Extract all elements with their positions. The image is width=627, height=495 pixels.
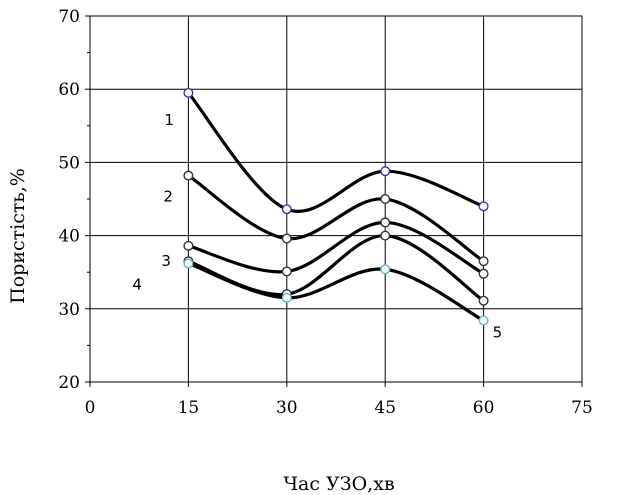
curve-label: 2 — [163, 188, 173, 206]
y-tick-label: 50 — [58, 153, 80, 173]
data-point-series-1 — [183, 87, 194, 98]
series-line-1 — [186, 91, 486, 213]
y-tick-label: 30 — [58, 300, 80, 320]
data-point-series-2 — [281, 233, 292, 244]
data-point-series-1 — [380, 166, 391, 177]
data-point-series-3 — [183, 240, 194, 251]
curve-label: 1 — [164, 111, 174, 129]
y-tick-label: 60 — [58, 80, 80, 100]
data-point-series-5 — [380, 264, 391, 275]
data-point-series-3 — [478, 268, 489, 279]
y-tick-label: 70 — [58, 7, 80, 27]
x-tick-label: 30 — [276, 398, 298, 418]
y-tick-label: 40 — [58, 227, 80, 247]
curve-label: 4 — [132, 275, 142, 293]
series-line-5 — [186, 261, 486, 323]
data-point-series-4 — [380, 230, 391, 241]
y-axis-title: Пористість,% — [7, 168, 29, 304]
data-point-series-2 — [478, 256, 489, 267]
labels: 1 2 3 4 5 — [132, 111, 502, 342]
x-axis-title: Час УЗО,хв — [283, 473, 394, 495]
curve-label: 5 — [493, 324, 503, 342]
data-point-series-5 — [183, 258, 194, 269]
data-point-series-2 — [183, 170, 194, 181]
data-point-series-1 — [281, 204, 292, 215]
x-tick-label: 75 — [571, 398, 593, 418]
data-point-series-5 — [478, 315, 489, 326]
data-point-series-1 — [478, 201, 489, 212]
y-tick-label: 20 — [58, 373, 80, 393]
series-line-2 — [186, 173, 486, 263]
x-tick-label: 15 — [178, 398, 200, 418]
x-tick-label: 60 — [473, 398, 495, 418]
data-point-series-4 — [478, 295, 489, 306]
x-tick-label: 0 — [85, 398, 96, 418]
data-point-series-3 — [281, 266, 292, 277]
data-point-series-5 — [281, 292, 292, 303]
x-tick-label: 45 — [374, 398, 396, 418]
series-markers — [183, 87, 489, 326]
series-line-3 — [186, 220, 486, 276]
data-point-series-2 — [380, 193, 391, 204]
series-lines — [186, 91, 486, 323]
data-point-series-3 — [380, 217, 391, 228]
curve-label: 3 — [161, 252, 171, 270]
